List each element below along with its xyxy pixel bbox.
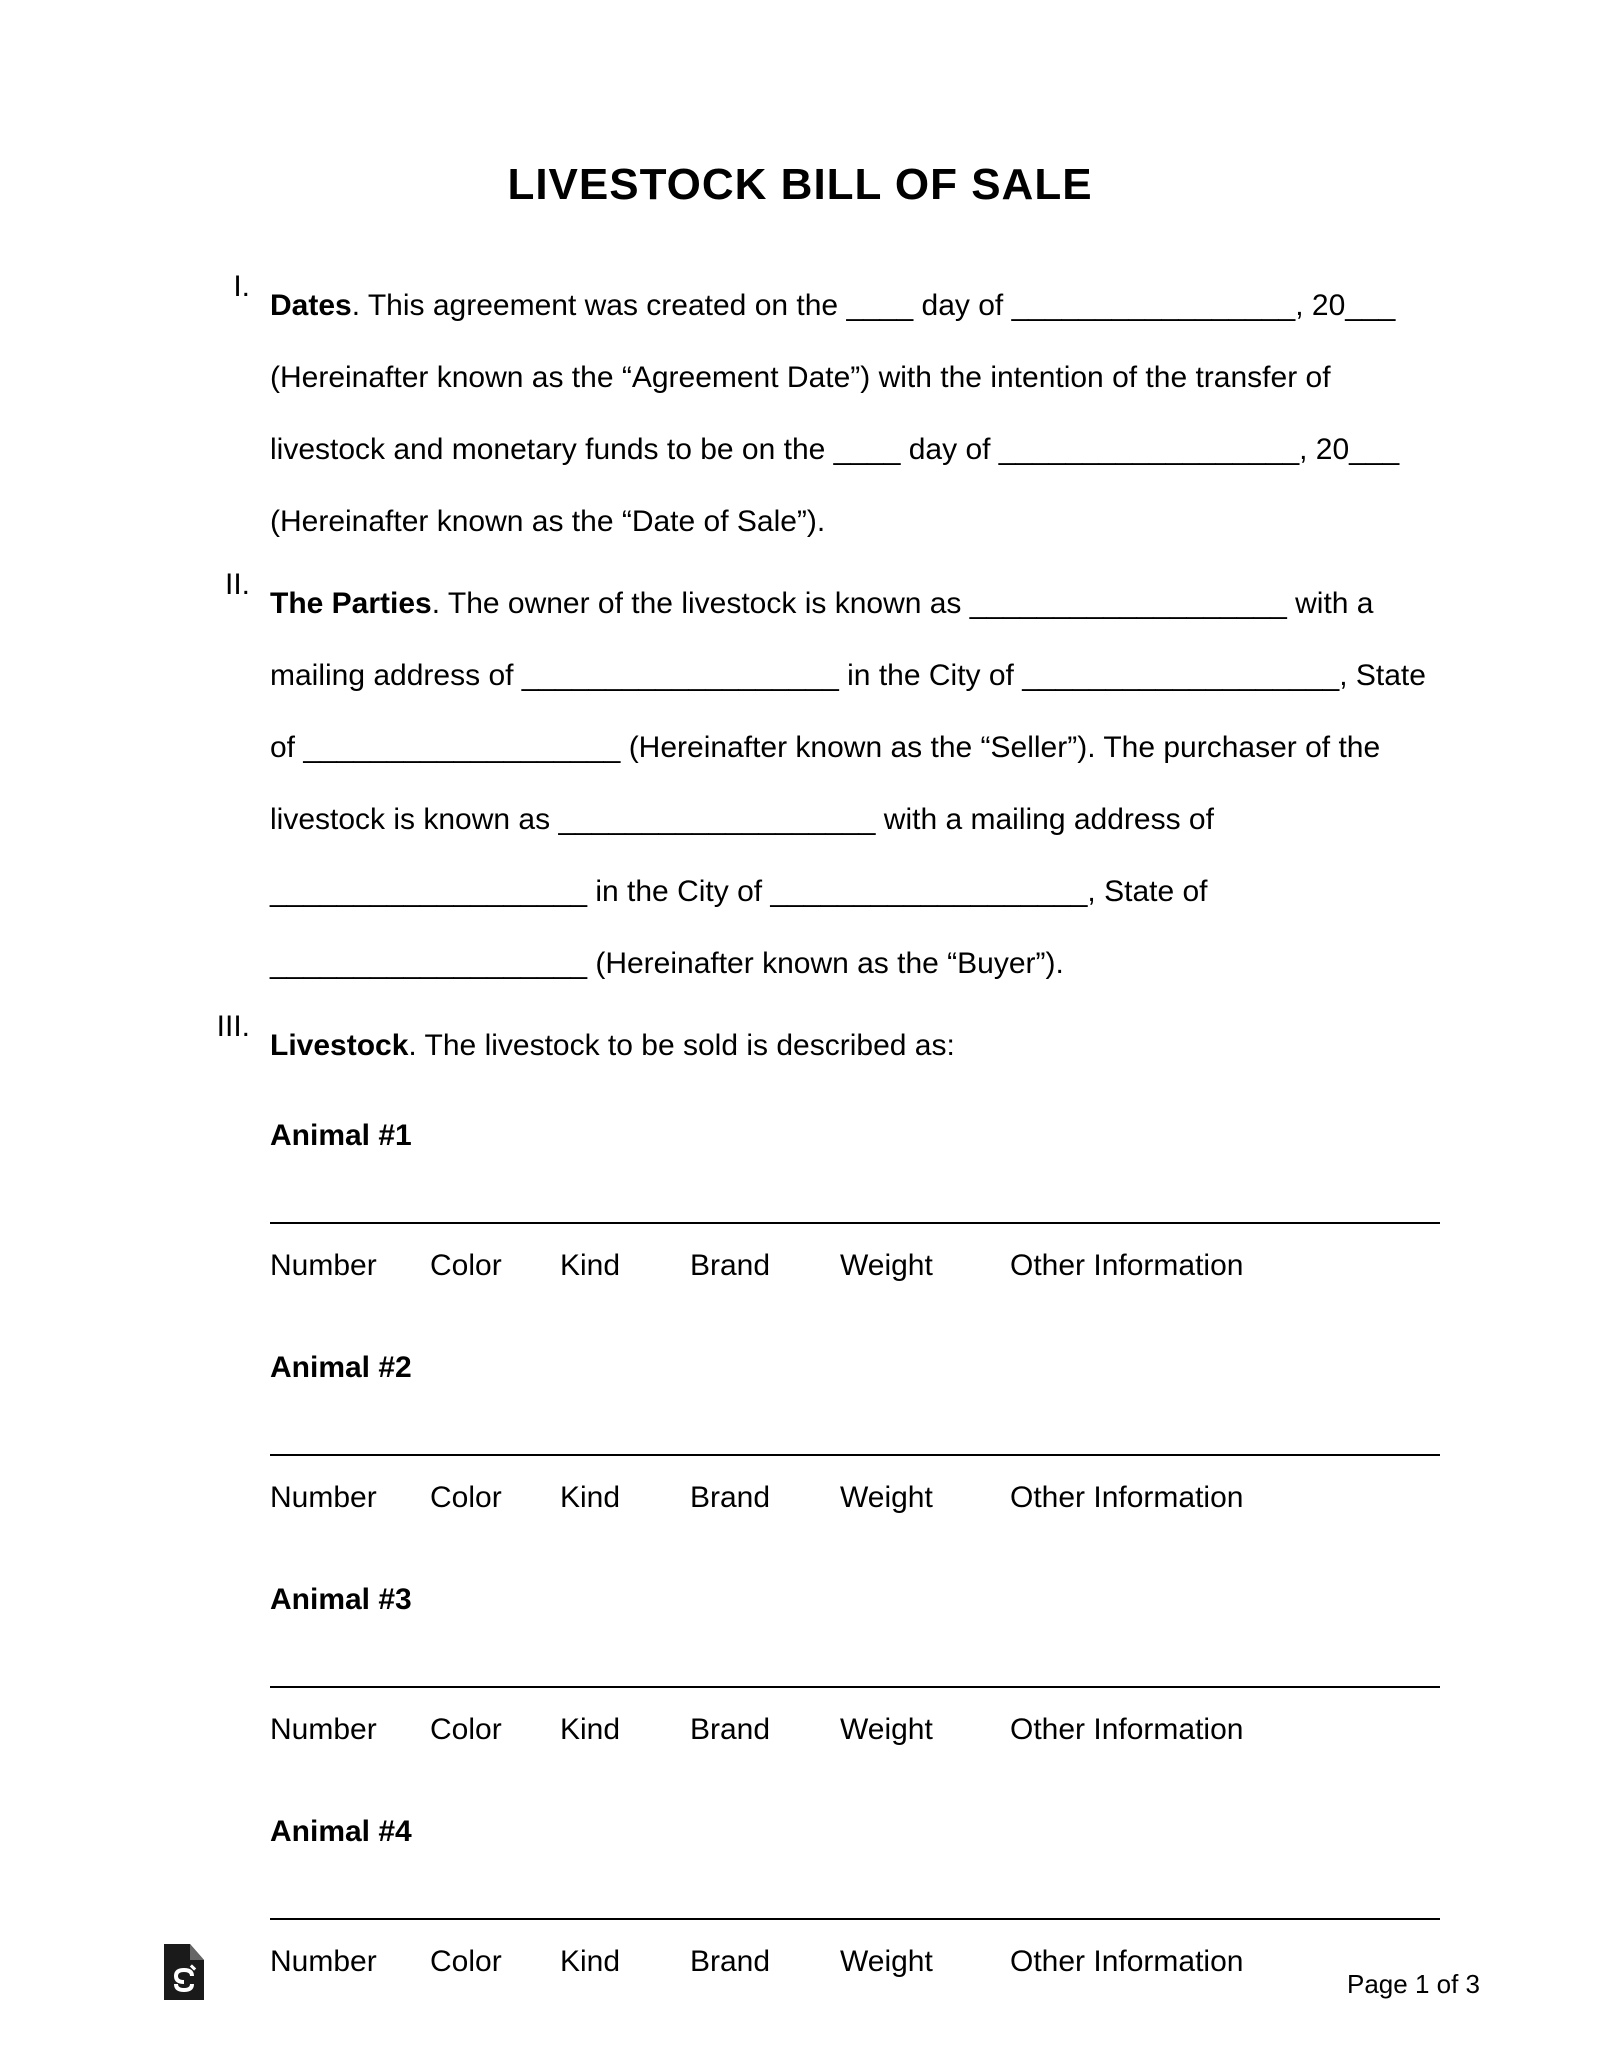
col-kind: Kind [560,1230,690,1302]
col-kind: Kind [560,1462,690,1534]
roman-three: III. [160,1010,270,2028]
col-other: Other Information [1010,1462,1440,1534]
col-number: Number [270,1230,430,1302]
section-livestock-text: . The livestock to be sold is described … [408,1029,954,1062]
animal-1-columns: Number Color Kind Brand Weight Other Inf… [270,1230,1440,1302]
animal-2-label: Animal #2 [270,1332,1440,1404]
section-parties-label: The Parties [270,587,432,620]
animal-3-label: Animal #3 [270,1564,1440,1636]
col-color: Color [430,1462,560,1534]
page-footer: Page 1 of 3 [160,1944,1480,2000]
section-dates-body: Dates. This agreement was created on the… [270,270,1440,558]
section-dates-label: Dates [270,289,352,322]
animal-4-rule [270,1918,1440,1920]
section-dates-text: . This agreement was created on the ____… [270,289,1399,538]
col-other: Other Information [1010,1230,1440,1302]
col-other: Other Information [1010,1694,1440,1766]
document-page: LIVESTOCK BILL OF SALE I. Dates. This ag… [0,0,1600,2070]
page-number: Page 1 of 3 [1347,1969,1480,2000]
col-number: Number [270,1462,430,1534]
col-brand: Brand [690,1694,840,1766]
roman-one: I. [160,270,270,558]
animal-1-rule [270,1222,1440,1224]
col-kind: Kind [560,1694,690,1766]
section-livestock-body: Livestock. The livestock to be sold is d… [270,1010,1440,2028]
col-color: Color [430,1230,560,1302]
col-brand: Brand [690,1462,840,1534]
animal-block-2: Animal #2 Number Color Kind Brand Weight… [270,1332,1440,1534]
section-parties: II. The Parties. The owner of the livest… [160,568,1440,1000]
section-livestock-label: Livestock [270,1029,408,1062]
animal-3-rule [270,1686,1440,1688]
col-color: Color [430,1694,560,1766]
animal-3-columns: Number Color Kind Brand Weight Other Inf… [270,1694,1440,1766]
animal-2-columns: Number Color Kind Brand Weight Other Inf… [270,1462,1440,1534]
animal-2-rule [270,1454,1440,1456]
animal-1-label: Animal #1 [270,1100,1440,1172]
section-livestock: III. Livestock. The livestock to be sold… [160,1010,1440,2028]
col-number: Number [270,1694,430,1766]
col-brand: Brand [690,1230,840,1302]
col-weight: Weight [840,1230,1010,1302]
section-parties-body: The Parties. The owner of the livestock … [270,568,1440,1000]
section-dates: I. Dates. This agreement was created on … [160,270,1440,558]
animal-block-3: Animal #3 Number Color Kind Brand Weight… [270,1564,1440,1766]
animal-4-label: Animal #4 [270,1796,1440,1868]
col-weight: Weight [840,1462,1010,1534]
eforms-logo-icon [160,1944,204,2000]
document-title: LIVESTOCK BILL OF SALE [160,160,1440,210]
section-parties-text: . The owner of the livestock is known as… [270,587,1426,980]
col-weight: Weight [840,1694,1010,1766]
roman-two: II. [160,568,270,1000]
animal-block-1: Animal #1 Number Color Kind Brand Weight… [270,1100,1440,1302]
